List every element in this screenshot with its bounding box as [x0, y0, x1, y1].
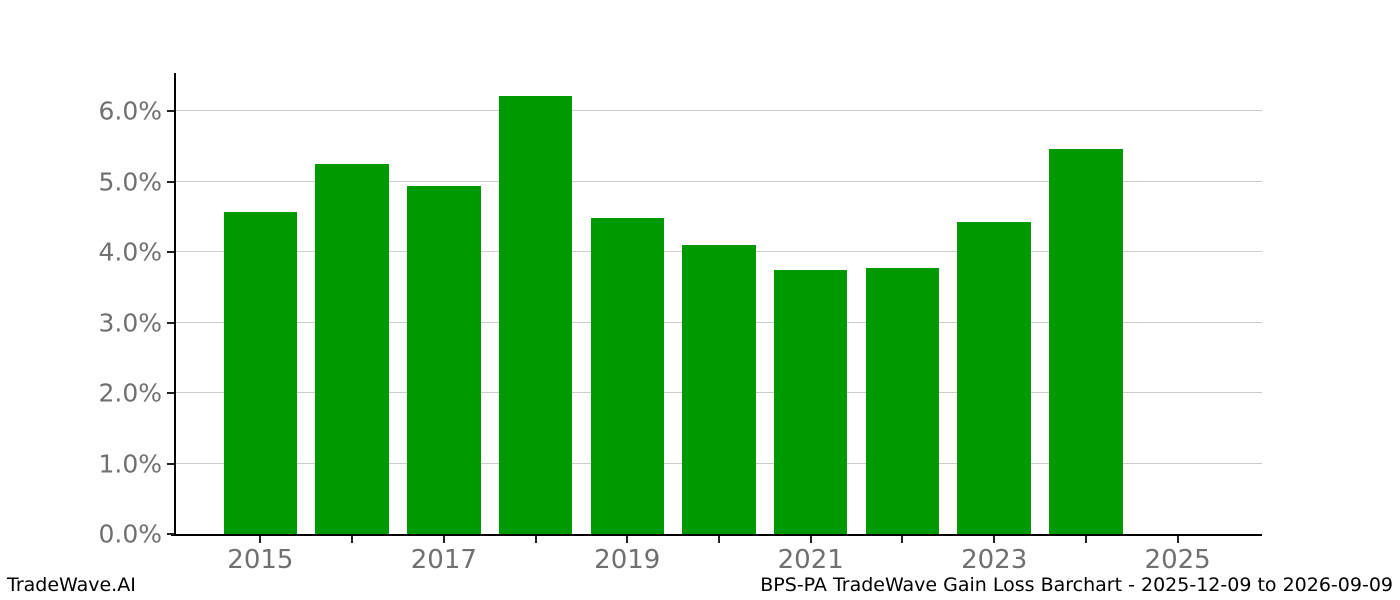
- y-tick-mark: [167, 321, 174, 324]
- bar-2017: [407, 185, 481, 534]
- x-tick-label: 2017: [410, 545, 477, 575]
- x-tick-mark: [1176, 536, 1179, 543]
- x-tick-label: 2019: [594, 545, 661, 575]
- y-tick-label: 2.0%: [98, 378, 162, 408]
- bar-2020: [682, 245, 756, 534]
- x-tick-mark: [993, 536, 996, 543]
- gridline: [176, 180, 1262, 182]
- bar-2023: [957, 221, 1031, 534]
- bar-2019: [590, 218, 664, 534]
- y-tick-label: 5.0%: [98, 167, 162, 197]
- y-tick-mark: [167, 392, 174, 395]
- bar-2015: [223, 211, 298, 534]
- y-axis-line: [174, 73, 176, 534]
- y-tick-label: 6.0%: [98, 96, 162, 126]
- bar-2021: [774, 270, 848, 534]
- x-tick-label: 2015: [227, 545, 294, 575]
- x-tick-mark: [259, 536, 262, 543]
- x-tick-mark: [442, 536, 445, 543]
- y-tick-mark: [167, 462, 174, 465]
- bar-2024: [1049, 149, 1123, 534]
- x-tick-label: 2021: [777, 545, 844, 575]
- y-tick-mark: [167, 251, 174, 254]
- bar-2018: [498, 95, 573, 534]
- x-tick-mark: [718, 536, 720, 543]
- x-tick-mark: [901, 536, 904, 543]
- x-tick-mark: [809, 536, 812, 543]
- y-tick-label: 1.0%: [98, 449, 162, 478]
- plot-area: 0.0% 1.0% 2.0% 3.0% 4.0% 5.0% 6.0% 2015 2017 201…: [98, 73, 1262, 575]
- gridline: [176, 110, 1262, 112]
- x-tick-label: 2023: [961, 545, 1028, 575]
- watermark-brand: TradeWave.AI: [7, 574, 136, 596]
- y-tick-mark: [167, 110, 174, 113]
- x-tick-label: 2025: [1144, 545, 1211, 575]
- x-tick-mark: [626, 536, 629, 543]
- y-tick-mark: [167, 180, 174, 183]
- y-tick-label: 3.0%: [98, 308, 162, 338]
- bar-2016: [315, 163, 389, 534]
- y-tick-mark: [167, 533, 174, 535]
- y-tick-label: 0.0%: [98, 519, 162, 549]
- x-tick-mark: [1084, 536, 1087, 543]
- x-tick-mark: [534, 536, 537, 543]
- x-tick-mark: [351, 536, 354, 543]
- x-axis-line: [171, 534, 1262, 536]
- chart-caption: BPS-PA TradeWave Gain Loss Barchart - 20…: [760, 574, 1393, 596]
- y-tick-label: 4.0%: [98, 237, 162, 267]
- bar-2022: [865, 267, 940, 534]
